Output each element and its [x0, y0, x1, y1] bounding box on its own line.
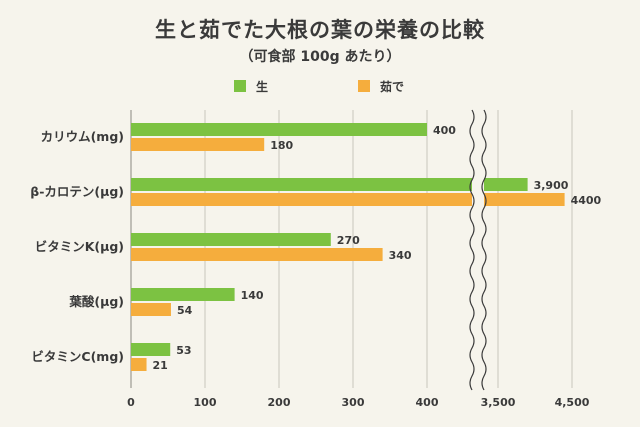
value-label-0-3: 140	[241, 289, 264, 302]
bar-0-2	[131, 233, 331, 246]
x-tick-label-3: 300	[342, 396, 365, 409]
value-label-0-4: 53	[176, 344, 191, 357]
x-tick-label-4: 400	[416, 396, 439, 409]
value-label-1-1: 4400	[571, 194, 602, 207]
bar-1-3	[131, 303, 171, 316]
legend-label-1: 生	[256, 79, 268, 94]
bar-1-0	[131, 138, 265, 151]
value-label-0-0: 400	[433, 124, 456, 137]
category-label-1: β-カロテン(μg)	[30, 184, 124, 199]
category-label-2: ビタミンK(μg)	[35, 239, 124, 254]
bar-1-1	[131, 193, 565, 206]
value-label-1-3: 54	[177, 304, 193, 317]
value-label-1-4: 21	[153, 359, 168, 372]
legend-swatch-1	[234, 80, 246, 92]
value-label-0-2: 270	[337, 234, 360, 247]
bar-1-2	[131, 248, 383, 261]
category-label-3: 葉酸(μg)	[68, 294, 124, 309]
bar-0-0	[131, 123, 427, 136]
value-label-0-1: 3,900	[534, 179, 569, 192]
x-tick-label-6: 4,500	[555, 396, 590, 409]
axis-break-gap	[472, 110, 484, 388]
value-label-1-0: 180	[270, 139, 293, 152]
legend-label-2: 茹で	[380, 79, 404, 94]
chart-subtitle: （可食部 100g あたり）	[239, 49, 401, 65]
axis-break-line-right	[481, 109, 487, 391]
bar-0-1	[131, 178, 528, 191]
x-tick-label-5: 3,500	[481, 396, 516, 409]
category-label-0: カリウム(mg)	[41, 129, 124, 144]
category-label-4: ビタミンC(mg)	[31, 349, 124, 364]
x-tick-label-2: 200	[268, 396, 291, 409]
axis-break-line-left	[469, 109, 475, 391]
x-tick-label-0: 0	[127, 396, 135, 409]
x-tick-label-1: 100	[194, 396, 217, 409]
legend-swatch-2	[358, 80, 370, 92]
bar-0-3	[131, 288, 235, 301]
bar-0-4	[131, 343, 171, 356]
value-label-1-2: 340	[389, 249, 412, 262]
bar-1-4	[131, 358, 147, 371]
chart-title: 生と茹でた大根の葉の栄養の比較	[155, 18, 485, 42]
